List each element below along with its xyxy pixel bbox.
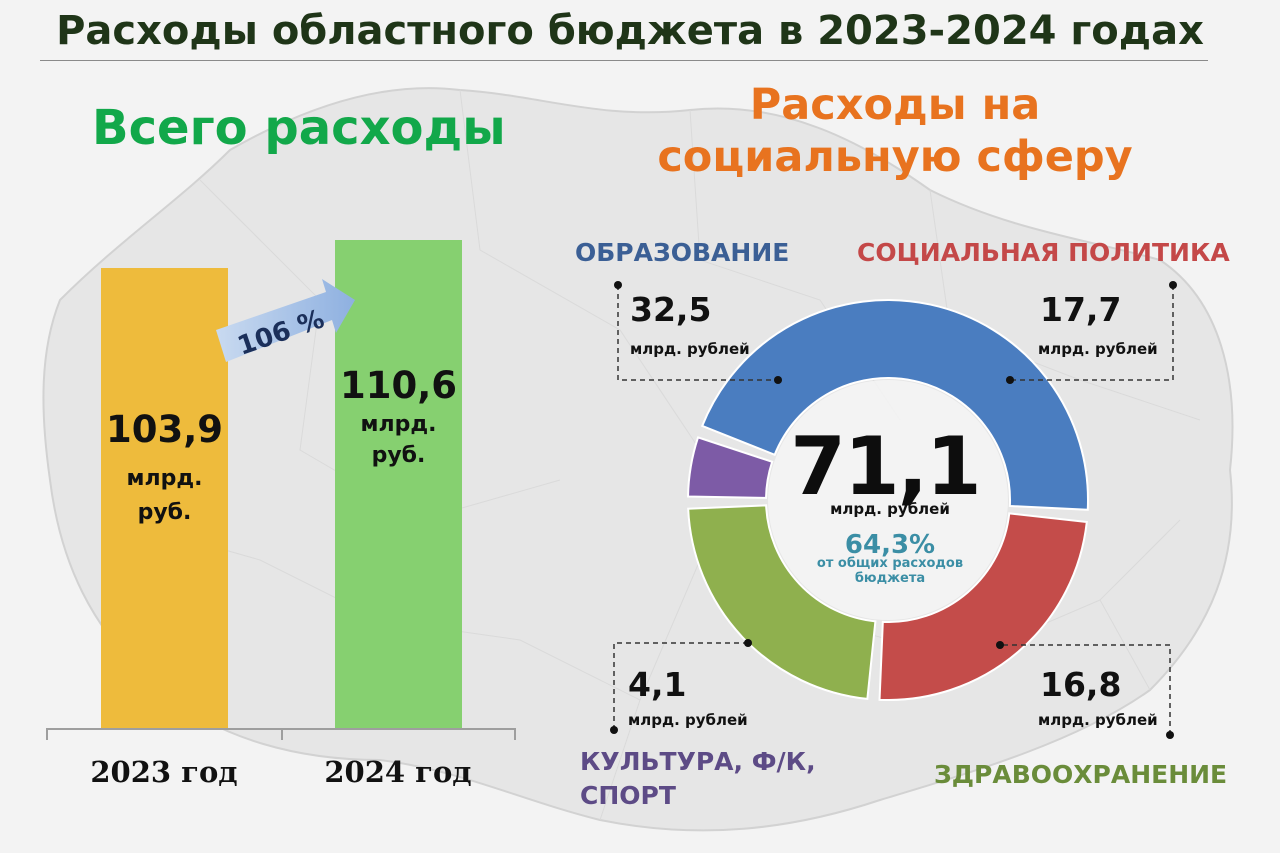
bar-2024-unit: млрд. руб.: [335, 410, 462, 472]
leader-dot: [610, 726, 618, 734]
donut-share-note: от общих расходов бюджета: [795, 556, 985, 587]
donut-share-note-line1: от общих расходов: [816, 556, 964, 571]
bar-2024-unit-line1: млрд.: [360, 412, 437, 437]
total-spending-heading: Всего расходы: [92, 100, 506, 156]
donut-hole: [768, 380, 1008, 620]
leader-culture: [613, 642, 748, 730]
leader-dot: [744, 639, 752, 647]
segment-title-health: ЗДРАВООХРАНЕНИЕ: [934, 760, 1228, 789]
axis-tick: [281, 728, 283, 740]
bar-2023: [101, 268, 228, 728]
bar-2023-unit-line2: руб.: [137, 500, 192, 526]
segment-title-education: ОБРАЗОВАНИЕ: [575, 238, 790, 267]
segment-title-culture-line2: СПОРТ: [580, 780, 676, 810]
social-heading-line1: Расходы на: [749, 80, 1041, 130]
donut-segment-education: [700, 299, 1089, 511]
leader-dot: [614, 281, 622, 289]
donut-share-note-line2: бюджета: [854, 570, 926, 586]
donut-segment-health: [687, 504, 877, 701]
bar-2023-unit: млрд. руб.: [101, 462, 228, 530]
category-label-2023: 2023 год: [90, 755, 238, 789]
segment-value-education: 32,5: [630, 290, 712, 329]
segment-unit-education: млрд. рублей: [630, 340, 750, 358]
segment-title-social: СОЦИАЛЬНАЯ ПОЛИТИКА: [857, 238, 1230, 267]
leader-dot: [1166, 731, 1174, 739]
donut-total-value: 71,1: [790, 420, 981, 513]
page-title: Расходы областного бюджета в 2023-2024 г…: [56, 8, 1204, 54]
leader-dot: [996, 641, 1004, 649]
segment-title-culture-line1: КУЛЬТУРА, Ф/К,: [580, 747, 816, 776]
bar-2024-unit-line2: руб.: [371, 442, 426, 468]
leader-dot: [1006, 376, 1014, 384]
segment-value-culture: 4,1: [628, 665, 687, 704]
social-spending-heading: Расходы на социальную сферу: [640, 80, 1150, 183]
social-heading-line2: социальную сферу: [657, 131, 1133, 182]
segment-value-health: 16,8: [1040, 665, 1122, 704]
bar-2023-unit-line1: млрд.: [126, 466, 203, 491]
leader-health: [1000, 644, 1171, 735]
donut-segment-culture: [687, 436, 774, 499]
leader-dot: [774, 376, 782, 384]
donut-total-unit: млрд. рублей: [830, 500, 950, 518]
donut-segment-social: [878, 512, 1088, 701]
leader-dot: [1169, 281, 1177, 289]
segment-value-social: 17,7: [1040, 290, 1122, 329]
bar-2024: [335, 240, 462, 728]
bar-2023-value: 103,9: [105, 408, 224, 451]
segment-unit-health: млрд. рублей: [1038, 711, 1158, 729]
segment-title-culture: КУЛЬТУРА, Ф/К, СПОРТ: [580, 745, 816, 813]
leader-education: [617, 285, 778, 381]
segment-unit-social: млрд. рублей: [1038, 340, 1158, 358]
bar-2024-value: 110,6: [339, 364, 458, 407]
axis-tick: [514, 728, 516, 740]
segment-unit-culture: млрд. рублей: [628, 711, 748, 729]
axis-tick: [46, 728, 48, 740]
title-divider: [40, 60, 1208, 61]
leader-social: [1010, 285, 1174, 381]
category-label-2024: 2024 год: [324, 755, 472, 789]
donut-share-percent: 64,3%: [844, 530, 936, 560]
